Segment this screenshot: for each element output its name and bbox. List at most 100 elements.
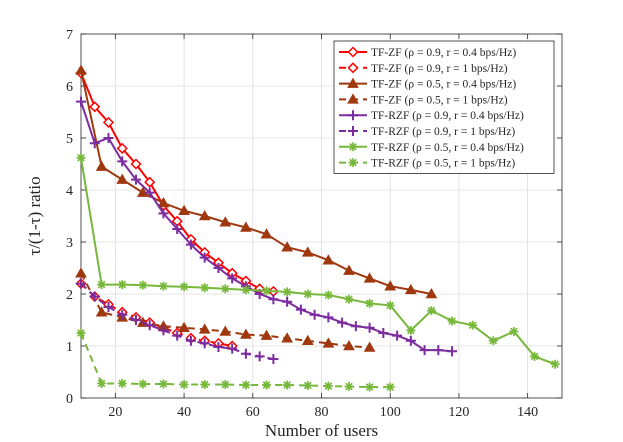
data-point — [385, 300, 395, 310]
legend-entry: TF-RZF (ρ = 0.5, r = 0.4 bps/Hz) — [339, 142, 524, 154]
data-point — [75, 267, 87, 278]
data-point — [117, 156, 128, 167]
data-point — [89, 291, 100, 302]
data-point — [365, 298, 375, 308]
data-point — [337, 317, 348, 328]
x-tick-label: 120 — [448, 405, 469, 420]
legend-label: TF-RZF (ρ = 0.5, r = 0.4 bps/Hz) — [371, 142, 524, 154]
data-point — [116, 142, 128, 154]
x-tick-label: 140 — [517, 405, 538, 420]
data-point — [185, 239, 196, 250]
data-point — [303, 381, 313, 391]
data-point — [419, 345, 430, 356]
y-axis-label: τ/(1-τ) ratio — [25, 176, 44, 255]
data-point — [117, 309, 128, 320]
legend-entry: TF-ZF (ρ = 0.9, r = 0.4 bps/Hz) — [339, 46, 516, 59]
legend-label: TF-ZF (ρ = 0.9, r = 0.4 bps/Hz) — [371, 47, 516, 59]
data-point — [426, 306, 436, 316]
y-tick-label: 7 — [66, 28, 73, 43]
data-point — [179, 282, 189, 292]
data-point — [178, 321, 190, 333]
series — [76, 96, 458, 357]
data-point — [213, 263, 224, 273]
legend-label: TF-RZF (ρ = 0.9, r = 0.4 bps/Hz) — [371, 110, 524, 122]
data-point — [343, 339, 355, 351]
x-tick-label: 100 — [380, 405, 401, 420]
legend-entry: TF-ZF (ρ = 0.9, r = 1 bps/Hz) — [339, 62, 508, 75]
data-point — [550, 359, 560, 369]
data-point — [347, 93, 359, 104]
x-tick-label: 40 — [177, 405, 191, 420]
data-point — [240, 328, 252, 339]
data-point — [158, 281, 168, 291]
data-point — [347, 77, 359, 88]
data-point — [344, 382, 354, 392]
series — [76, 328, 395, 392]
data-point — [116, 173, 129, 184]
data-point — [219, 216, 232, 227]
legend-entry: TF-RZF (ρ = 0.9, r = 0.4 bps/Hz) — [339, 110, 524, 122]
data-point — [199, 338, 210, 349]
data-point — [138, 280, 148, 290]
data-point — [89, 101, 101, 113]
data-point — [322, 254, 335, 265]
data-point — [262, 286, 272, 296]
data-point — [468, 320, 478, 330]
data-point — [268, 294, 279, 305]
data-point — [347, 46, 359, 58]
data-point — [348, 142, 358, 152]
data-point — [363, 272, 376, 283]
y-tick-label: 4 — [66, 184, 73, 199]
data-point — [158, 208, 169, 219]
x-tick-label: 20 — [108, 405, 122, 420]
data-point — [172, 330, 183, 341]
data-point — [385, 382, 395, 392]
data-point — [172, 224, 183, 234]
data-point — [348, 158, 358, 168]
data-point — [240, 221, 252, 232]
data-point — [347, 62, 359, 74]
data-point — [282, 287, 292, 297]
data-point — [404, 283, 417, 295]
data-point — [433, 345, 444, 356]
data-point — [179, 379, 189, 389]
data-point — [76, 328, 86, 338]
series-line — [80, 332, 391, 389]
data-point — [254, 351, 265, 362]
data-point — [103, 302, 114, 312]
data-point — [323, 381, 333, 391]
legend-label: TF-ZF (ρ = 0.5, r = 1 bps/Hz) — [371, 94, 508, 106]
data-point — [102, 116, 115, 128]
data-point — [198, 323, 211, 334]
data-point — [425, 287, 438, 299]
data-point — [240, 348, 251, 359]
data-point — [260, 228, 273, 239]
data-point — [509, 326, 519, 336]
data-point — [227, 273, 238, 284]
legend-label: TF-ZF (ρ = 0.5, r = 0.4 bps/Hz) — [371, 79, 516, 91]
data-point — [97, 280, 107, 290]
data-point — [157, 196, 170, 208]
data-point — [282, 296, 293, 307]
data-point — [130, 158, 142, 170]
data-point — [488, 336, 498, 346]
data-point — [117, 280, 127, 290]
data-point — [282, 380, 292, 390]
grid-lines — [81, 34, 562, 398]
data-point — [364, 322, 375, 333]
data-point — [301, 246, 314, 257]
data-point — [138, 379, 148, 389]
data-point — [76, 153, 86, 163]
data-point — [241, 285, 251, 295]
data-point — [89, 138, 100, 149]
data-point — [309, 309, 320, 320]
data-point — [447, 316, 457, 326]
y-tick-label: 5 — [66, 132, 73, 147]
data-point — [447, 346, 458, 357]
data-point — [241, 380, 251, 390]
legend-entry: TF-ZF (ρ = 0.5, r = 0.4 bps/Hz) — [339, 77, 516, 91]
data-point — [363, 341, 376, 352]
data-point — [344, 294, 354, 304]
data-point — [144, 176, 156, 188]
series — [76, 278, 279, 364]
